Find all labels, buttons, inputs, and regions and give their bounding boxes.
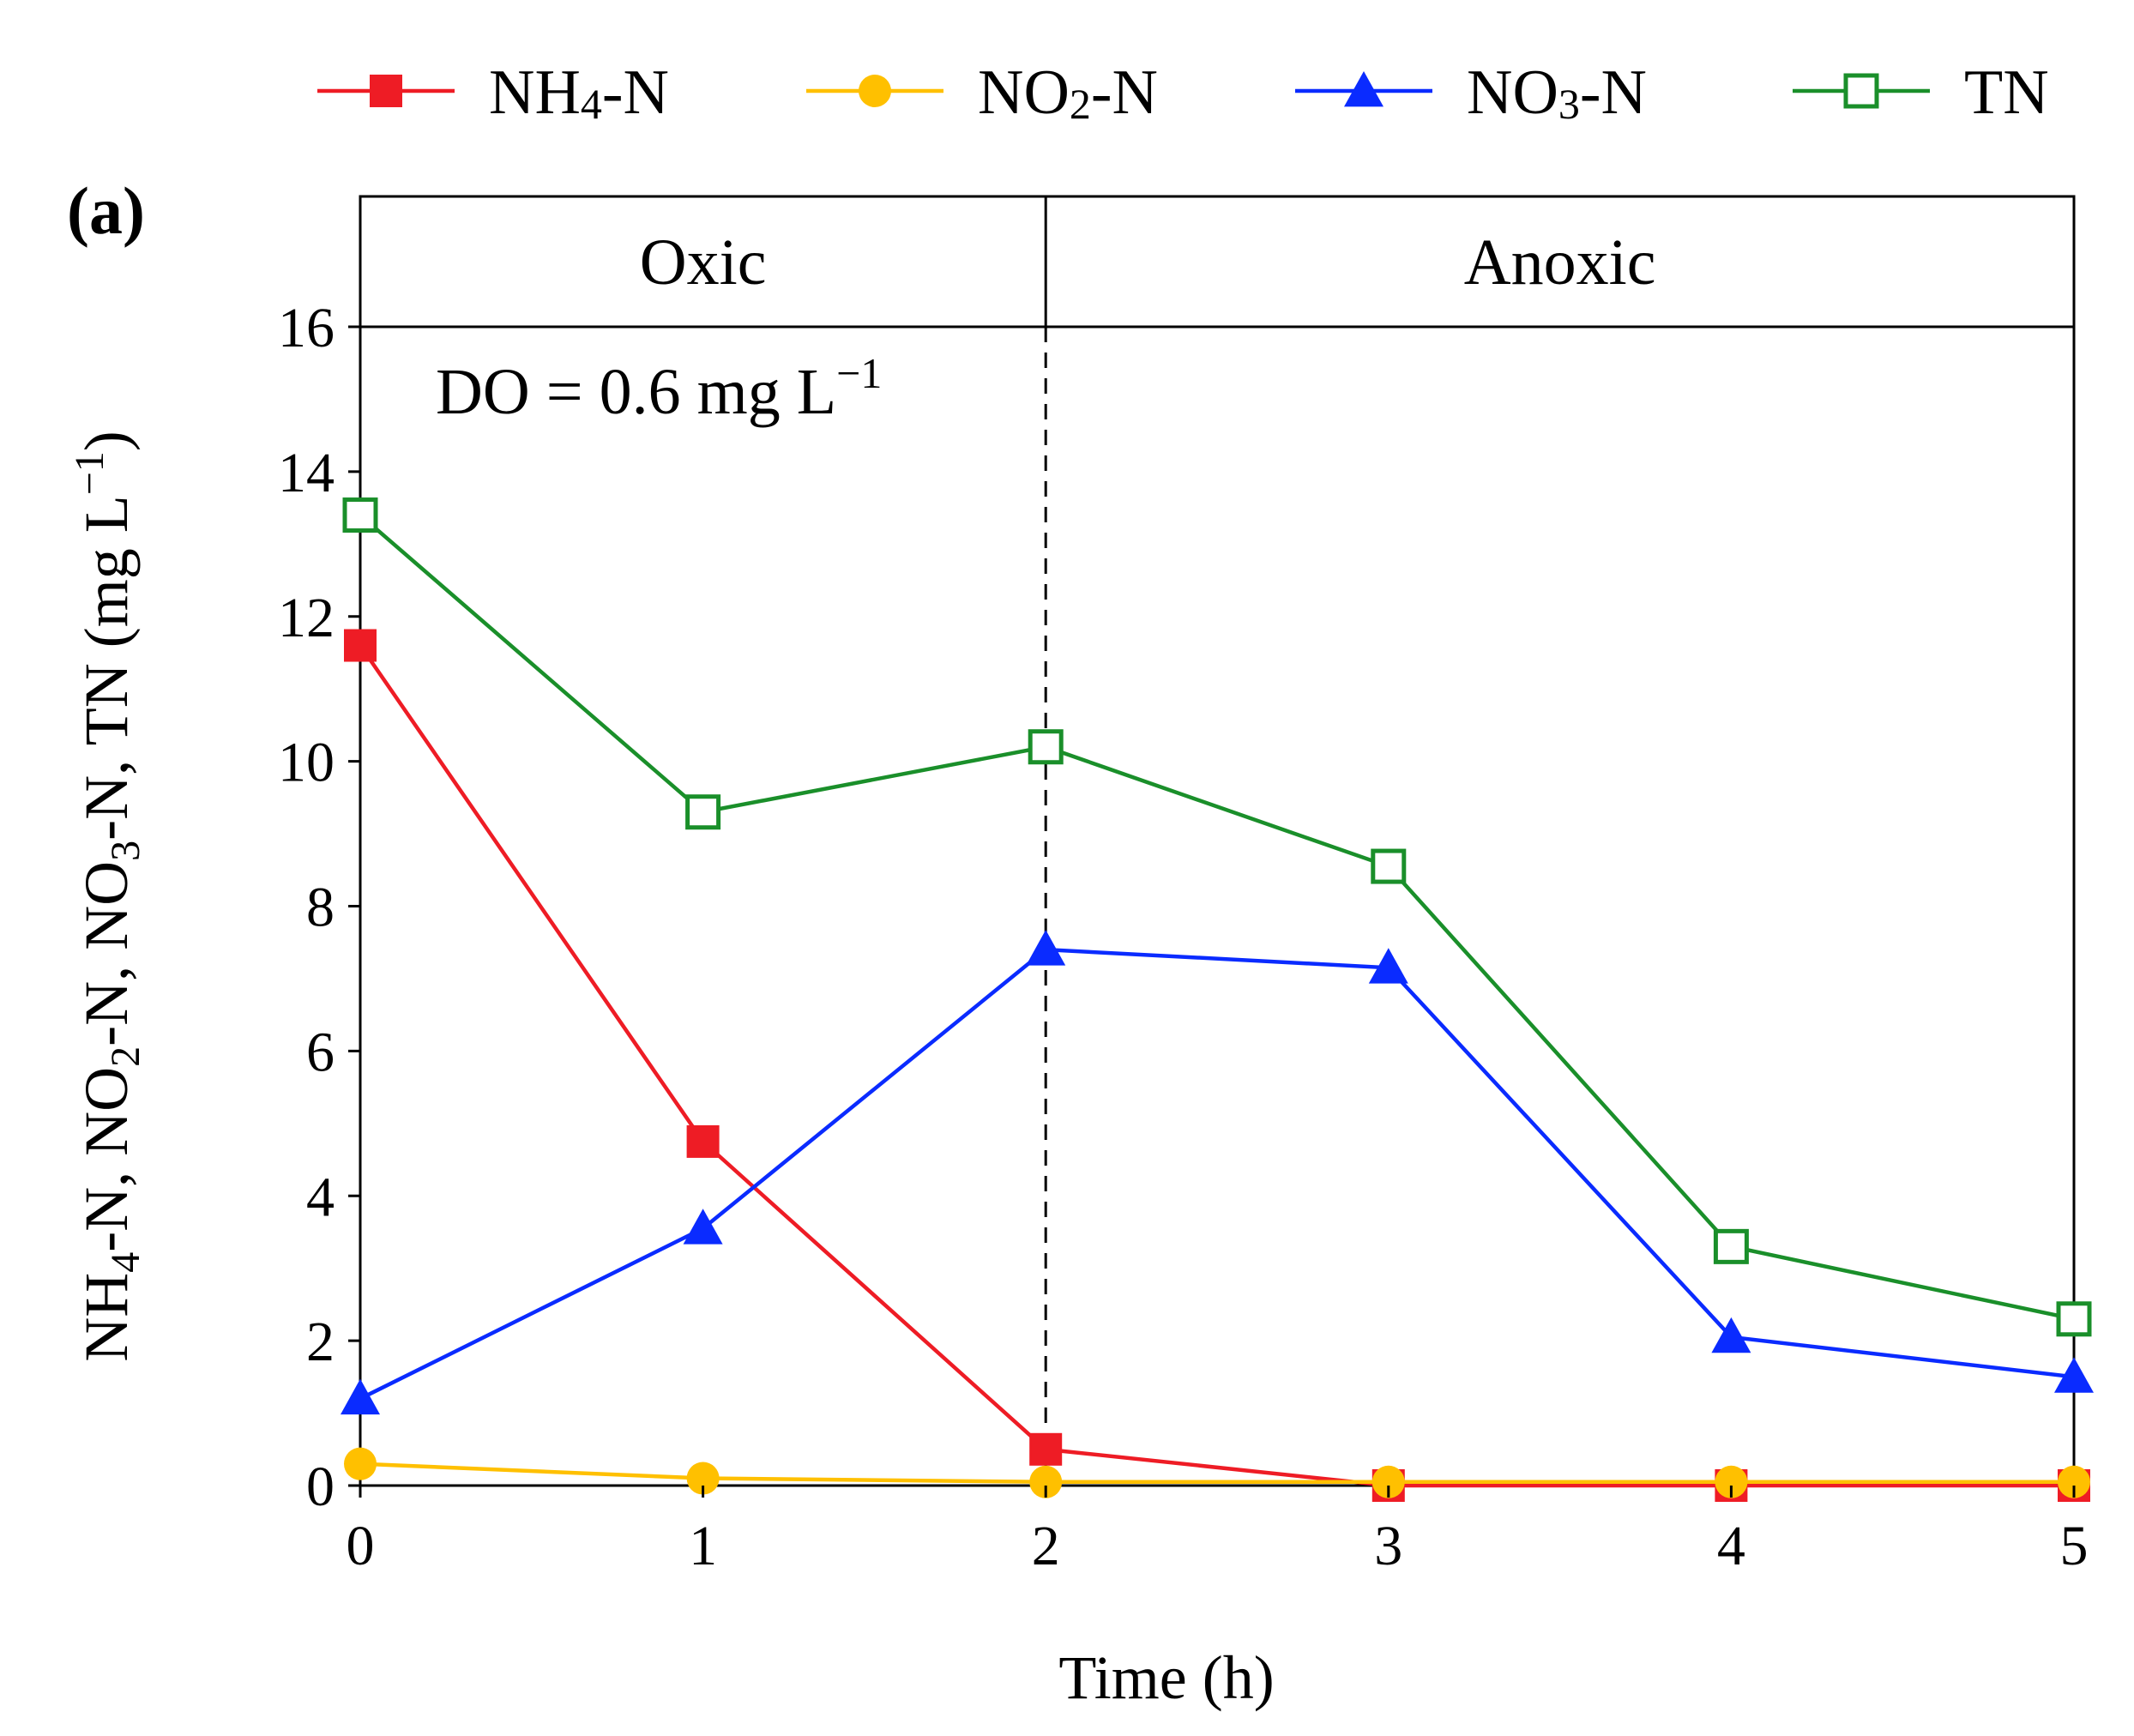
data-point-nh4-n: [686, 1124, 720, 1158]
x-tick-label: 4: [1717, 1515, 1745, 1577]
data-point-no2-n: [1715, 1465, 1748, 1498]
data-point-no3-n: [341, 1378, 380, 1415]
y-tick-label: 14: [278, 442, 335, 504]
x-tick-label: 2: [1032, 1515, 1060, 1577]
phase-label-anoxic: Anoxic: [1464, 226, 1656, 298]
data-point-no2-n: [1371, 1465, 1405, 1498]
series-no3-n: [341, 930, 2094, 1415]
y-tick-label: 0: [306, 1456, 335, 1518]
data-point-tn: [1713, 1228, 1749, 1264]
x-axis-title: Time (h): [1058, 1643, 1274, 1712]
series-no2-n: [344, 1447, 2090, 1498]
data-point-no3-n: [2054, 1357, 2094, 1393]
legend-marker-nh4-n: [370, 75, 402, 107]
data-point-nh4-n: [344, 629, 377, 662]
plot-frame: [359, 195, 2076, 1487]
x-axis: 0 1 2 3 4 5: [347, 1486, 2089, 1577]
data-point-tn: [1028, 729, 1064, 765]
y-tick-label: 10: [278, 732, 335, 794]
y-tick-label: 8: [306, 877, 335, 939]
x-tick-label: 0: [347, 1515, 375, 1577]
legend-label-nh4-n: NH4-N: [489, 57, 669, 128]
series-line-no2-n: [359, 1462, 2074, 1485]
y-tick-label: 4: [306, 1166, 335, 1228]
x-tick-label: 3: [1374, 1515, 1402, 1577]
series-line-nh4-n: [359, 644, 2074, 1488]
y-tick-label: 16: [278, 297, 335, 359]
do-annotation: DO = 0.6 mg L−1: [436, 349, 882, 428]
data-point-no3-n: [683, 1209, 723, 1245]
x-tick-label: 5: [2060, 1515, 2089, 1577]
legend-label-no3-n: NO3-N: [1467, 57, 1647, 128]
y-axis-title: NH4-N, NO2-N, NO3-N, TN (mg L−1): [67, 431, 148, 1362]
x-tick-label: 1: [689, 1515, 717, 1577]
y-axis: 0 2 4 6 8 10 12 14 16: [278, 297, 360, 1518]
data-point-no2-n: [344, 1447, 377, 1480]
series-nh4-n: [344, 629, 2090, 1502]
legend-label-tn: TN: [1964, 57, 2049, 128]
legend-marker-no3-n: [1344, 71, 1383, 107]
series-tn: [342, 497, 2092, 1337]
y-tick-label: 12: [278, 587, 335, 649]
data-point-nh4-n: [1029, 1432, 1063, 1466]
legend-marker-no2-n: [859, 75, 891, 107]
data-point-no3-n: [1368, 948, 1408, 984]
data-point-no2-n: [1029, 1465, 1063, 1498]
panel-label: (a): [67, 173, 145, 248]
legend-label-no2-n: NO2-N: [978, 57, 1158, 128]
data-point-no3-n: [1026, 930, 1066, 966]
legend-item-no2-n: NO2-N: [806, 57, 1158, 128]
plot-area: Oxic Anoxic DO = 0.6 mg L−1: [341, 195, 2094, 1502]
data-point-tn: [342, 497, 378, 533]
data-point-tn: [2056, 1301, 2092, 1337]
data-point-no2-n: [686, 1462, 720, 1495]
legend-marker-tn: [1843, 73, 1879, 109]
data-point-tn: [685, 794, 721, 830]
series-line-tn: [359, 513, 2075, 1321]
data-point-tn: [1371, 848, 1407, 884]
legend: NH4-N NO2-N NO3-N TN: [317, 57, 2049, 128]
data-point-no2-n: [2058, 1465, 2090, 1498]
legend-item-tn: TN: [1793, 57, 2049, 128]
data-point-no3-n: [1711, 1317, 1751, 1353]
y-tick-label: 2: [306, 1311, 335, 1373]
series-line-no3-n: [359, 947, 2075, 1401]
phase-label-oxic: Oxic: [640, 226, 767, 298]
y-tick-label: 6: [306, 1021, 335, 1083]
legend-item-nh4-n: NH4-N: [317, 57, 669, 128]
legend-item-no3-n: NO3-N: [1295, 57, 1647, 128]
